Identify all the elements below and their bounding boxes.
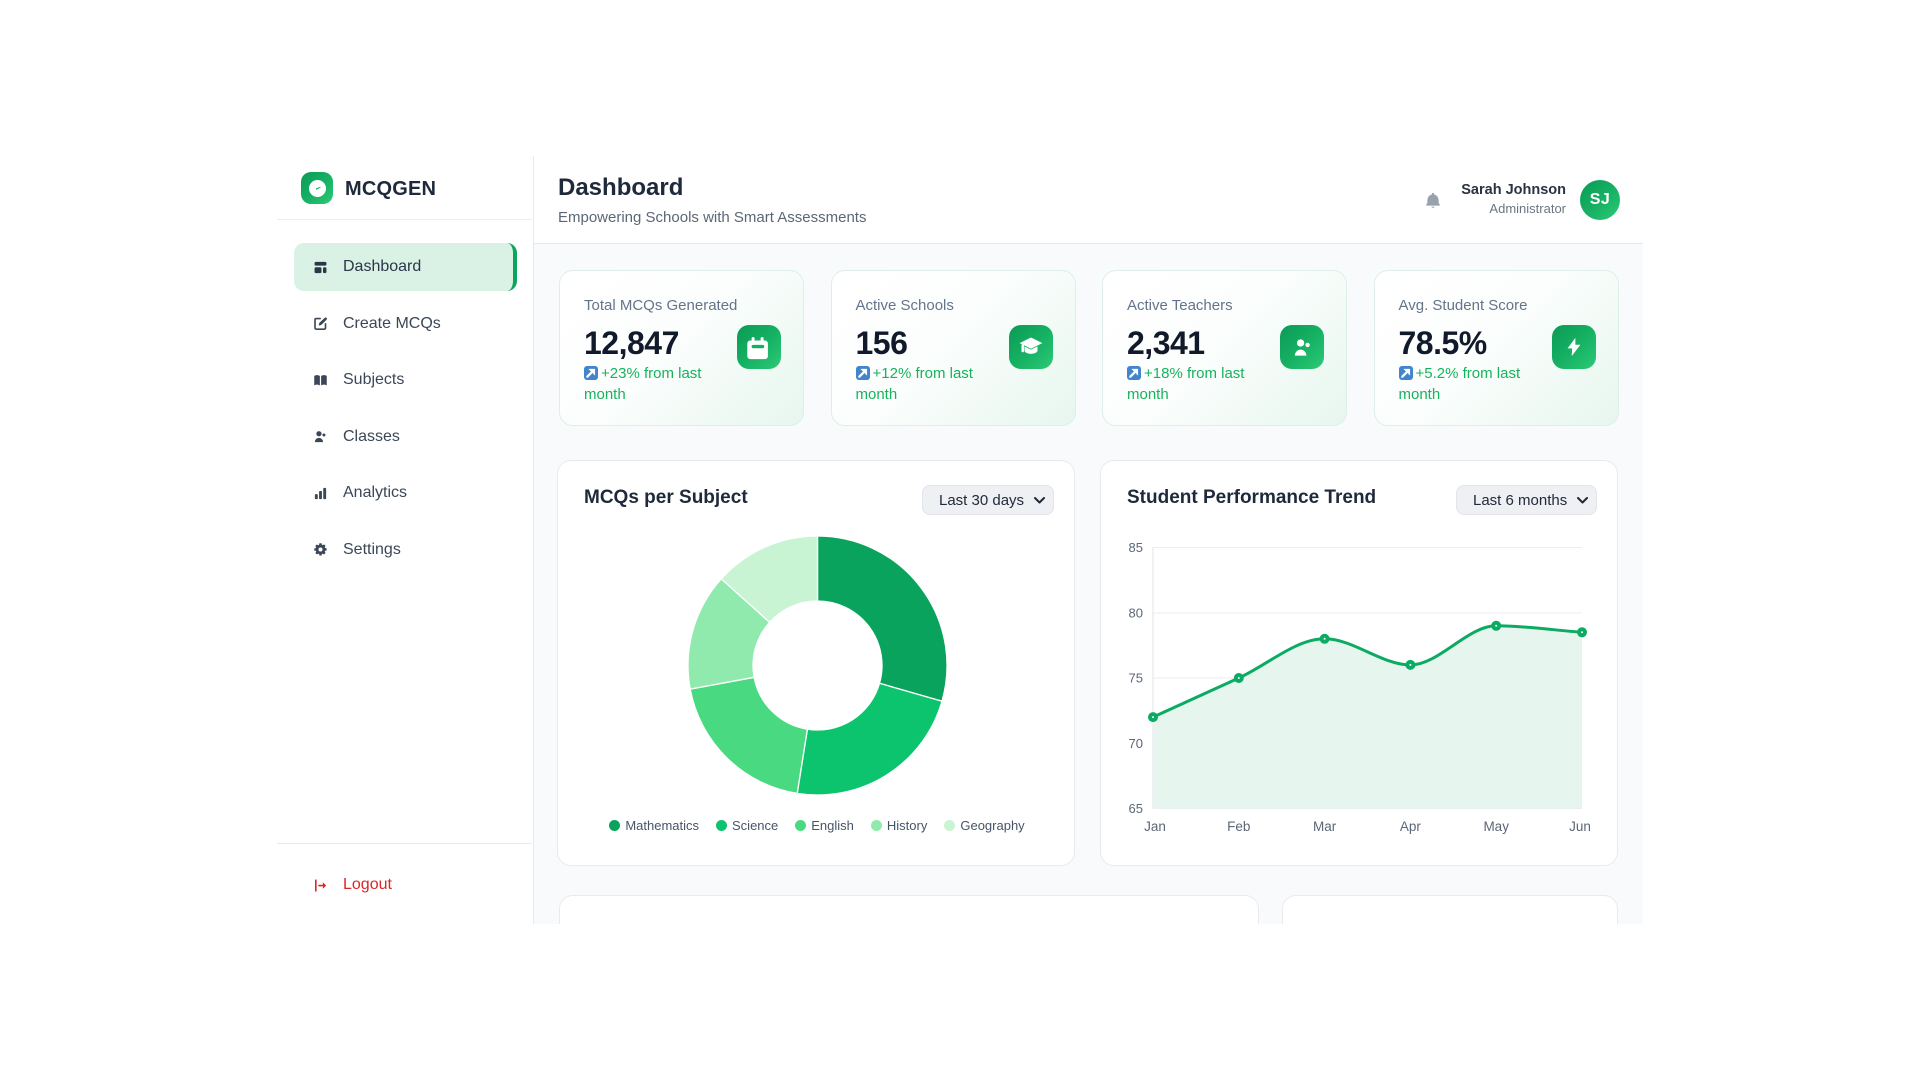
svg-text:65: 65 bbox=[1129, 801, 1143, 816]
svg-text:Apr: Apr bbox=[1400, 819, 1422, 834]
svg-text:Jun: Jun bbox=[1569, 819, 1591, 834]
svg-text:85: 85 bbox=[1129, 540, 1143, 555]
svg-text:70: 70 bbox=[1129, 736, 1143, 751]
svg-text:75: 75 bbox=[1129, 671, 1143, 686]
svg-text:Mar: Mar bbox=[1313, 819, 1337, 834]
svg-text:80: 80 bbox=[1129, 606, 1143, 621]
svg-text:May: May bbox=[1483, 819, 1509, 834]
svg-text:Feb: Feb bbox=[1227, 819, 1250, 834]
svg-text:Jan: Jan bbox=[1144, 819, 1166, 834]
